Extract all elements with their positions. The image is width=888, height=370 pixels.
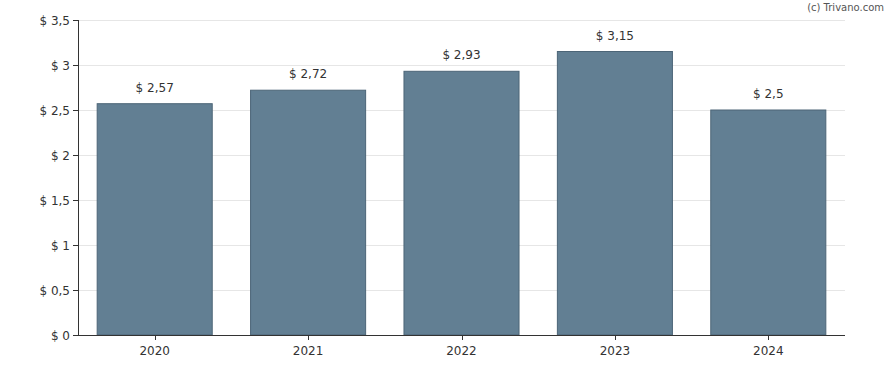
y-tick bbox=[73, 65, 78, 66]
bars bbox=[97, 52, 826, 336]
y-tick-label: $ 1 bbox=[51, 239, 70, 253]
x-axis-line bbox=[78, 335, 845, 336]
annotation: (c) Trivano.com bbox=[807, 2, 884, 13]
y-tick bbox=[73, 200, 78, 201]
x-tick-label: 2020 bbox=[139, 344, 170, 358]
y-axis: $ 0 $ 0,5 $ 1 $ 1,5 $ 2 $ 2,5 $ 3 $ 3,5 bbox=[39, 14, 78, 343]
data-label: $ 2,93 bbox=[442, 48, 480, 62]
chart-container: $ 0$ 0,5$ 1$ 1,5$ 2$ 2,5$ 3$ 3,5$ 2,57$ … bbox=[0, 0, 888, 370]
x-tick-label: 2023 bbox=[600, 344, 631, 358]
data-label: $ 3,15 bbox=[596, 29, 634, 43]
bar bbox=[97, 104, 212, 335]
data-label: $ 2,5 bbox=[753, 87, 784, 101]
y-tick-label: $ 2 bbox=[51, 149, 70, 163]
bar bbox=[557, 52, 672, 336]
y-tick bbox=[73, 155, 78, 156]
y-tick-label: $ 0 bbox=[51, 329, 70, 343]
y-tick bbox=[73, 110, 78, 111]
bar bbox=[711, 110, 826, 335]
grid bbox=[78, 21, 845, 336]
data-label: $ 2,72 bbox=[289, 67, 327, 81]
y-tick bbox=[73, 245, 78, 246]
y-tick bbox=[73, 290, 78, 291]
grid-line bbox=[78, 65, 845, 66]
x-tick-label: 2021 bbox=[293, 344, 324, 358]
bar bbox=[404, 71, 519, 335]
x-axis: 2020 2021 2022 2023 2024 bbox=[78, 335, 845, 358]
data-labels: $ 2,57 $ 2,72 $ 2,93 $ 3,15 $ 2,5 bbox=[136, 29, 784, 102]
y-tick-label: $ 0,5 bbox=[39, 284, 70, 298]
x-tick-label: 2024 bbox=[753, 344, 784, 358]
data-label: $ 2,57 bbox=[136, 81, 174, 95]
y-tick-label: $ 3 bbox=[51, 59, 70, 73]
y-tick bbox=[73, 20, 78, 21]
y-tick-label: $ 1,5 bbox=[39, 194, 70, 208]
grid-line bbox=[78, 335, 845, 336]
y-axis-line bbox=[78, 20, 79, 335]
y-tick-label: $ 3,5 bbox=[39, 14, 70, 28]
chart: $ 0$ 0,5$ 1$ 1,5$ 2$ 2,5$ 3$ 3,5$ 2,57$ … bbox=[0, 0, 888, 370]
bar bbox=[251, 90, 366, 335]
grid-line bbox=[78, 20, 845, 21]
y-tick bbox=[73, 335, 78, 336]
y-tick-label: $ 2,5 bbox=[39, 104, 70, 118]
x-tick-label: 2022 bbox=[446, 344, 477, 358]
